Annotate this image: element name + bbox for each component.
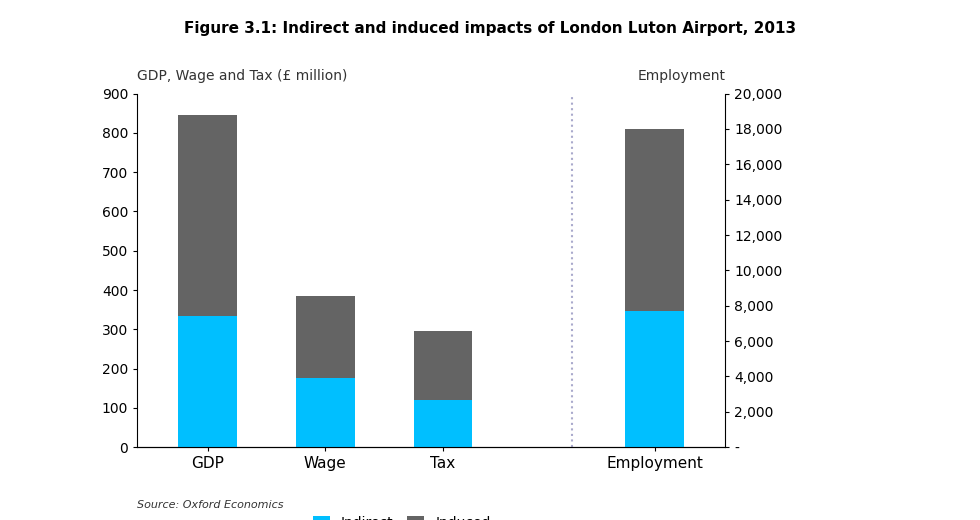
Text: Source: Oxford Economics: Source: Oxford Economics	[137, 500, 283, 510]
Bar	[296, 379, 355, 447]
Bar	[296, 296, 355, 379]
Text: Employment: Employment	[637, 69, 725, 83]
Bar	[414, 331, 472, 400]
Text: Figure 3.1: Indirect and induced impacts of London Luton Airport, 2013: Figure 3.1: Indirect and induced impacts…	[184, 21, 796, 36]
Bar	[178, 316, 237, 447]
Bar	[414, 400, 472, 447]
Text: GDP, Wage and Tax (£ million): GDP, Wage and Tax (£ million)	[137, 69, 348, 83]
Legend: Indirect, Induced: Indirect, Induced	[308, 511, 496, 520]
Bar	[625, 311, 684, 447]
Bar	[178, 115, 237, 316]
Bar	[625, 129, 684, 311]
